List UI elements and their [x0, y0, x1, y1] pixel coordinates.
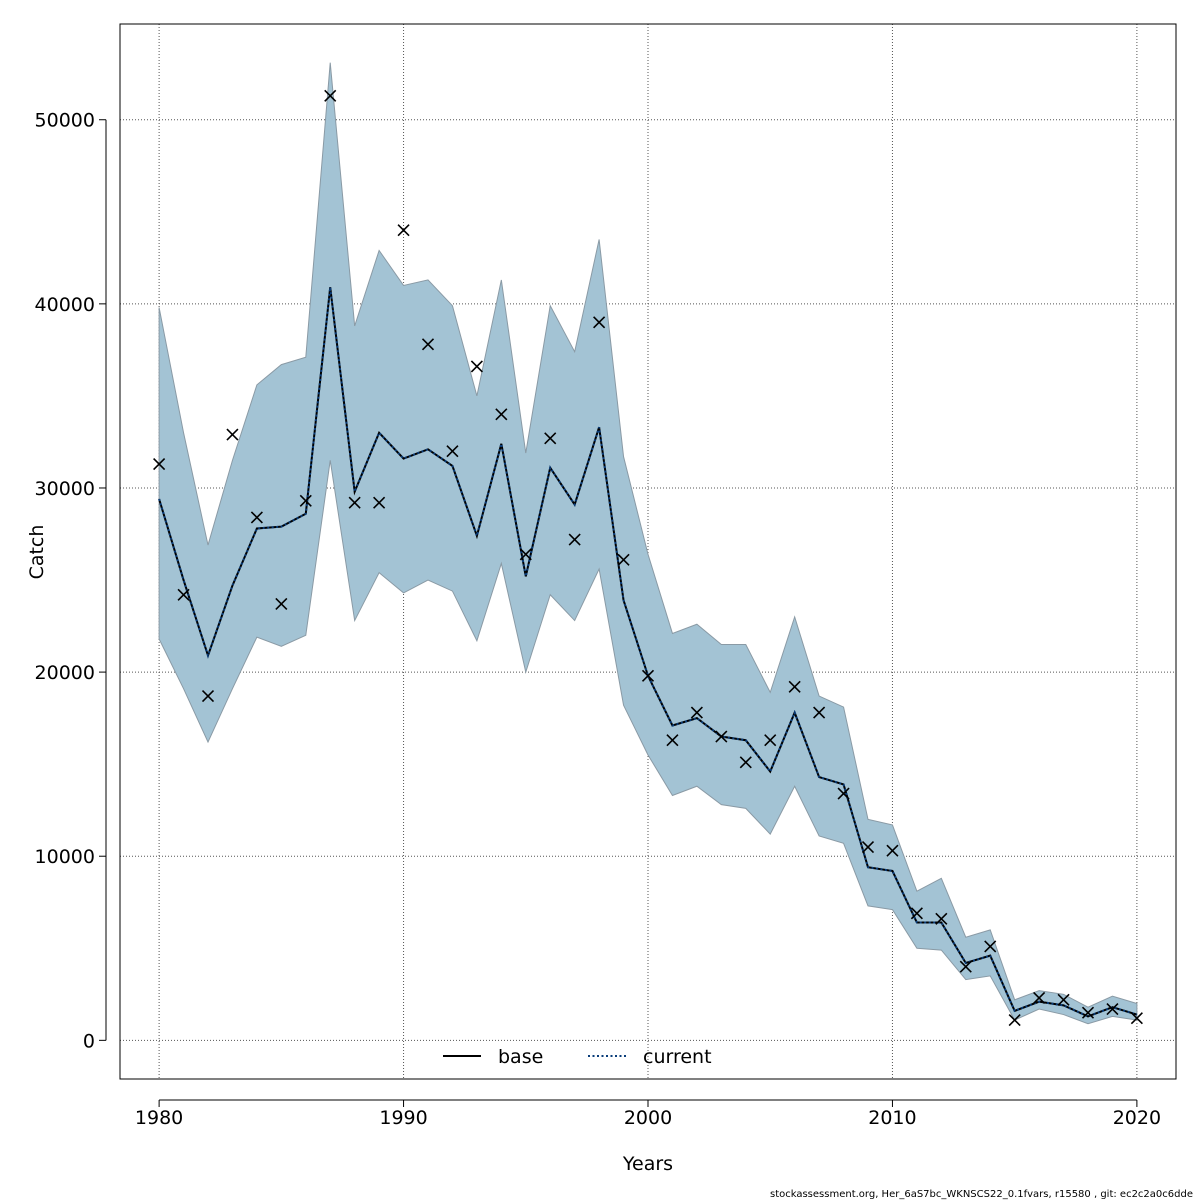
observed-point: [715, 730, 728, 743]
legend-label-current: current: [643, 1046, 712, 1068]
observed-point: [299, 494, 312, 507]
observed-point: [324, 89, 337, 102]
observed-point: [226, 428, 239, 441]
observed-points: [153, 89, 1143, 1027]
observed-point: [153, 457, 166, 471]
observed-point: [275, 597, 288, 611]
y-tick-label: 20000: [35, 662, 95, 684]
x-axis-title: Years: [622, 1153, 673, 1175]
y-tick-label: 10000: [35, 846, 95, 868]
observed-point: [935, 912, 948, 925]
axes: 1980 1990 2000 2010 2020 0 10000 20000 30000 4000…: [35, 110, 1162, 1129]
observed-point: [593, 316, 606, 329]
y-axis-title: Catch: [26, 525, 48, 580]
observed-point: [690, 706, 703, 719]
observed-point: [1033, 991, 1046, 1005]
footnote: stockassessment.org, Her_6aS7bc_WKNSCS22…: [770, 1189, 1193, 1200]
observed-point: [1008, 1014, 1021, 1027]
legend-label-base: base: [498, 1046, 543, 1068]
confidence-band: [158, 62, 1138, 1025]
observed-point: [666, 734, 679, 747]
observed-point: [1081, 1006, 1095, 1019]
observed-point: [397, 224, 410, 237]
x-tick-label: 2020: [1113, 1107, 1161, 1129]
observed-point: [1106, 1002, 1119, 1016]
observed-point: [1130, 1012, 1143, 1025]
y-tick-label: 0: [83, 1030, 95, 1052]
y-tick-label: 40000: [35, 294, 95, 316]
observed-point: [861, 840, 875, 854]
observed-point: [813, 706, 826, 719]
observed-point: [250, 511, 263, 524]
observed-point: [568, 533, 581, 546]
observed-point: [177, 588, 190, 601]
observed-point: [470, 360, 483, 373]
observed-point: [837, 787, 850, 800]
series-line-current: [158, 287, 1138, 1018]
x-tick-label: 2010: [868, 1107, 916, 1129]
plot-frame: [119, 23, 1177, 1080]
observed-point: [641, 669, 655, 682]
observed-point: [788, 680, 801, 693]
observed-point: [739, 756, 752, 769]
observed-point: [446, 445, 459, 458]
y-tick-label: 50000: [35, 110, 95, 132]
observed-point: [373, 496, 386, 509]
observed-point: [421, 338, 435, 351]
observed-point: [519, 548, 532, 561]
observed-point: [617, 553, 630, 566]
observed-point: [959, 960, 972, 973]
observed-point: [886, 844, 899, 857]
legend: base current: [443, 1046, 712, 1068]
observed-point: [1057, 993, 1070, 1006]
observed-point: [764, 734, 777, 747]
x-tick-label: 1990: [379, 1107, 427, 1129]
x-tick-label: 1980: [135, 1107, 183, 1129]
x-tick-label: 2000: [624, 1107, 672, 1129]
y-tick-label: 30000: [35, 478, 95, 500]
observed-point: [544, 432, 557, 445]
observed-point: [910, 907, 923, 920]
observed-point: [495, 408, 508, 421]
observed-point: [201, 689, 215, 703]
observed-point: [348, 496, 361, 509]
observed-point: [984, 940, 997, 953]
